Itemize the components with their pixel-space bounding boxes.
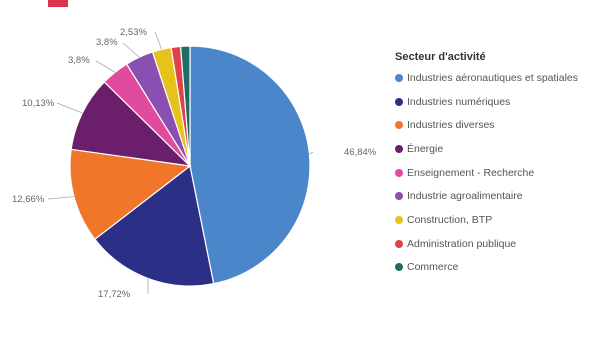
legend-label: Administration publique: [407, 237, 517, 250]
legend-item[interactable]: Industrie agroalimentaire: [395, 184, 578, 208]
legend-item[interactable]: Commerce: [395, 256, 578, 280]
slice-value-label-3: 12,66%: [12, 194, 45, 205]
slice-value-label-4: 10,13%: [22, 98, 55, 109]
slice-value-label-6: 3,8%: [96, 37, 118, 48]
corner-accent-bar: [48, 0, 68, 7]
legend-label: Industrie agroalimentaire: [407, 190, 523, 203]
slice-value-label-2: 17,72%: [98, 289, 131, 300]
legend-item[interactable]: Administration publique: [395, 232, 578, 256]
legend-label: Commerce: [407, 261, 459, 274]
legend-label: Enseignement - Recherche: [407, 166, 535, 179]
legend-swatch: [395, 121, 403, 130]
pie-slice-4[interactable]: [70, 81, 192, 167]
slice-value-label-7: 2,53%: [120, 27, 147, 38]
legend-item[interactable]: Construction, BTP: [395, 208, 578, 232]
legend-items: Industries aéronautiques et spatiales Ind…: [395, 66, 578, 279]
legend-swatch: [395, 144, 403, 153]
legend-label: Énergie: [407, 142, 444, 155]
legend-item[interactable]: Énergie: [395, 137, 578, 161]
legend-label: Industries diverses: [407, 119, 495, 132]
legend-label: Industries numériques: [407, 95, 511, 108]
legend-label: Construction, BTP: [407, 213, 493, 226]
legend-swatch: [395, 73, 403, 82]
legend-swatch: [395, 192, 403, 201]
legend-swatch: [395, 239, 403, 248]
legend-swatch: [395, 215, 403, 224]
legend-swatch: [395, 168, 403, 177]
legend-swatch: [395, 97, 403, 106]
chart-legend: Secteur d'activité Industries aéronautiq…: [395, 51, 578, 279]
pie-slices: [69, 45, 311, 287]
legend-item[interactable]: Enseignement - Recherche: [395, 161, 578, 185]
pie-slice-2[interactable]: [94, 164, 215, 287]
slice-value-label-5: 3,8%: [68, 55, 90, 66]
pie-slice-9[interactable]: [179, 45, 191, 167]
slice-value-label-1: 46,84%: [344, 147, 377, 158]
pie-labels: 46,84%17,72%12,66%10,13%3,8%3,8%2,53%: [12, 27, 377, 300]
leader-line-3: [47, 196, 75, 200]
legend-item[interactable]: Industries diverses: [395, 113, 578, 137]
legend-title: Secteur d'activité: [395, 51, 486, 63]
leader-line-4: [56, 102, 83, 114]
leader-line-1: [309, 151, 314, 155]
leader-line-7: [154, 31, 163, 50]
legend-item[interactable]: Industries numériques: [395, 90, 578, 114]
leader-line-5: [95, 60, 116, 73]
pie-slice-3[interactable]: [69, 148, 192, 241]
leader-line-6: [122, 42, 140, 58]
legend-label: Industries aéronautiques et spatiales: [407, 71, 579, 84]
legend-item[interactable]: Industries aéronautiques et spatiales: [395, 66, 578, 90]
pie-slice-1[interactable]: [189, 45, 311, 285]
legend-swatch: [395, 263, 403, 272]
